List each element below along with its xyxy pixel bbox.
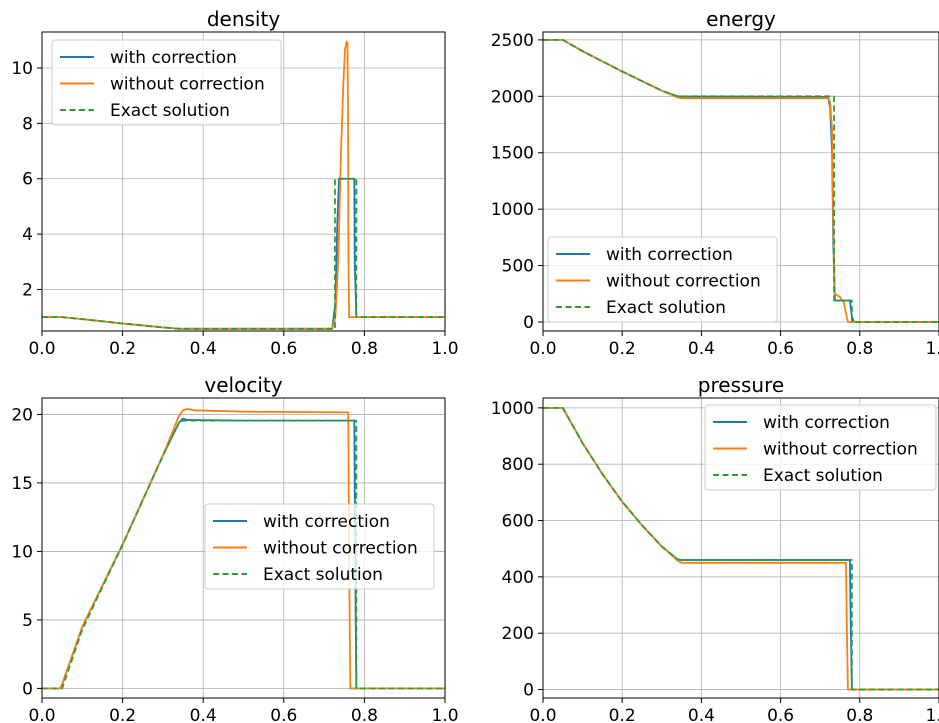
legend-label: Exact solution: [763, 466, 883, 486]
y-tick-label: 2500: [491, 31, 534, 51]
legend-frame: [204, 503, 435, 590]
y-tick-label: 0: [22, 679, 33, 699]
y-tick-label: 200: [502, 624, 534, 644]
subplot-density: density 0.0 0.2 0.4 0.6 0.8 1.0 2 4 6 8 10 with corr…: [11, 7, 458, 359]
plot-frame: [542, 31, 939, 332]
y-tick-label: 10: [11, 542, 33, 562]
y-tick-label: 20: [11, 405, 33, 425]
x-tick-label: 0.6: [270, 339, 297, 359]
y-tick-label: 2: [22, 280, 33, 300]
y-tick-label: 1000: [491, 399, 534, 419]
x-tick-label: 0.8: [351, 339, 378, 359]
x-tick-label: 0.4: [190, 706, 217, 723]
legend: with correction without correction Exact s…: [204, 503, 435, 590]
y-tick-label: 400: [502, 568, 534, 588]
legend-frame: [704, 404, 937, 491]
legend-label: with correction: [110, 48, 237, 68]
x-tick-label: 0.6: [767, 339, 794, 359]
x-tick-label: 0.6: [767, 706, 794, 723]
legend-label: with correction: [763, 413, 890, 433]
x-tick-label: 1.0: [925, 339, 939, 359]
x-tick-label: 0.4: [688, 706, 715, 723]
chart-title: pressure: [698, 373, 784, 397]
legend-label: without correction: [763, 440, 918, 460]
legend-label: Exact solution: [110, 101, 230, 121]
x-tick-label: 0.2: [609, 706, 636, 723]
legend-label: Exact solution: [263, 565, 383, 585]
x-tick-label: 0.0: [529, 339, 556, 359]
y-tick-label: 1500: [491, 144, 534, 164]
subplot-velocity: velocity 0.0 0.2 0.4 0.6 0.8 1.0 0 5 10 15 20 with c…: [11, 373, 458, 723]
y-tick-label: 10: [11, 59, 33, 79]
y-tick-label: 5: [22, 611, 33, 631]
subplot-energy: energy 0.0 0.2 0.4 0.6 0.8 1.0 0 500 1000 1500 2000…: [491, 7, 939, 359]
x-tick-label: 0.2: [109, 339, 136, 359]
y-tick-label: 6: [22, 170, 33, 190]
legend-label: without correction: [110, 75, 265, 95]
y-tick-label: 500: [502, 257, 534, 277]
y-tick-label: 800: [502, 455, 534, 475]
x-tick-label: 0.8: [351, 706, 378, 723]
x-tick-label: 0.8: [846, 706, 873, 723]
x-tick-label: 0.0: [28, 339, 55, 359]
y-tick-label: 8: [22, 114, 33, 134]
legend-label: without correction: [606, 272, 761, 292]
plot-frame: [41, 31, 446, 332]
series-line-0: [42, 177, 445, 330]
series-line-2: [42, 419, 445, 690]
chart-title: velocity: [204, 373, 282, 397]
legend: with correction without correction Exact s…: [547, 236, 778, 323]
y-tick-label: 2000: [491, 87, 534, 107]
x-tick-label: 0.4: [190, 339, 217, 359]
x-tick-label: 1.0: [925, 706, 939, 723]
x-tick-label: 0.0: [529, 706, 556, 723]
legend: with correction without correction Exact s…: [51, 39, 282, 126]
plot-frame: [41, 397, 446, 699]
y-tick-label: 600: [502, 512, 534, 532]
series-line-2: [42, 177, 445, 330]
x-tick-label: 0.0: [28, 706, 55, 723]
legend-label: Exact solution: [606, 298, 726, 318]
y-tick-label: 15: [11, 474, 33, 494]
subplot-pressure: pressure 0.0 0.2 0.4 0.6 0.8 1.0 0 200 400 600 800 1…: [491, 373, 939, 723]
series-line-2: [543, 406, 939, 691]
chart-title: density: [207, 7, 280, 31]
y-tick-label: 1000: [491, 200, 534, 220]
legend-frame: [51, 39, 282, 126]
x-tick-label: 0.6: [270, 706, 297, 723]
legend: with correction without correction Exact s…: [704, 404, 937, 491]
legend-label: without correction: [263, 539, 418, 559]
legend-label: with correction: [263, 512, 390, 532]
plot-frame: [542, 397, 939, 699]
x-tick-label: 1.0: [431, 706, 458, 723]
chart-title: energy: [706, 7, 776, 31]
x-tick-label: 1.0: [431, 339, 458, 359]
x-tick-label: 0.8: [846, 339, 873, 359]
x-tick-label: 0.2: [609, 339, 636, 359]
x-tick-label: 0.4: [688, 339, 715, 359]
x-tick-label: 0.2: [109, 706, 136, 723]
y-tick-label: 0: [523, 681, 534, 701]
y-tick-label: 0: [523, 313, 534, 333]
y-tick-label: 4: [22, 225, 33, 245]
series-line-2: [543, 39, 939, 323]
legend-frame: [547, 236, 778, 323]
legend-label: with correction: [606, 245, 733, 265]
